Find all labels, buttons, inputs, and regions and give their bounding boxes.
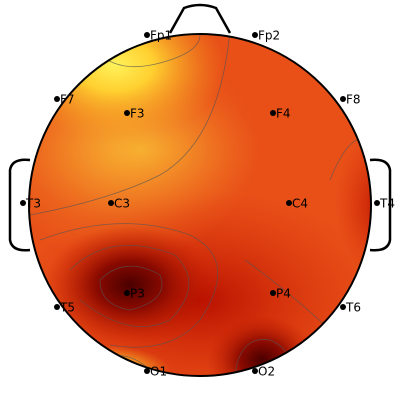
- electrode-dot: [144, 32, 150, 38]
- electrode-label: T4: [379, 197, 395, 211]
- electrodes: Fp1 Fp2 F7 F3 F4 F8 T3 C3 C4 T4 T5 P3 P4 T6 O1 O2: [20, 29, 395, 379]
- electrode-label: O2: [258, 365, 275, 379]
- electrode-dot: [270, 110, 276, 116]
- electrode-label: F4: [276, 107, 291, 121]
- electrode-dot: [124, 110, 130, 116]
- electrode-dot: [374, 200, 380, 206]
- electrode-label: F7: [60, 93, 75, 107]
- electrode-dot: [340, 96, 346, 102]
- electrode-dot: [20, 200, 26, 206]
- electrode-dot: [286, 200, 292, 206]
- electrode-dot: [252, 32, 258, 38]
- electrode-dot: [54, 96, 60, 102]
- electrode-label: F3: [130, 107, 145, 121]
- right-ear: [369, 158, 392, 252]
- electrode-label: T6: [345, 301, 361, 315]
- electrode-label: F8: [346, 93, 361, 107]
- electrode-label: Fp2: [258, 29, 280, 43]
- electrode-label: C3: [114, 197, 130, 211]
- electrode-label: T5: [59, 301, 75, 315]
- electrode-dot: [270, 290, 276, 296]
- electrode-label: T3: [25, 197, 41, 211]
- electrode-dot: [124, 290, 130, 296]
- left-ear: [8, 158, 31, 252]
- electrode-label: P4: [276, 287, 291, 301]
- electrode-dot: [108, 200, 114, 206]
- electrode-label: O1: [150, 365, 167, 379]
- electrode-dot: [340, 304, 346, 310]
- electrode-label: Fp1: [150, 29, 172, 43]
- electrode-dot: [144, 368, 150, 374]
- electrode-label: C4: [292, 197, 308, 211]
- nose: [168, 3, 232, 34]
- electrode-label: P3: [130, 287, 145, 301]
- electrode-dot: [252, 368, 258, 374]
- head-outline: [28, 33, 372, 377]
- electrode-dot: [54, 304, 60, 310]
